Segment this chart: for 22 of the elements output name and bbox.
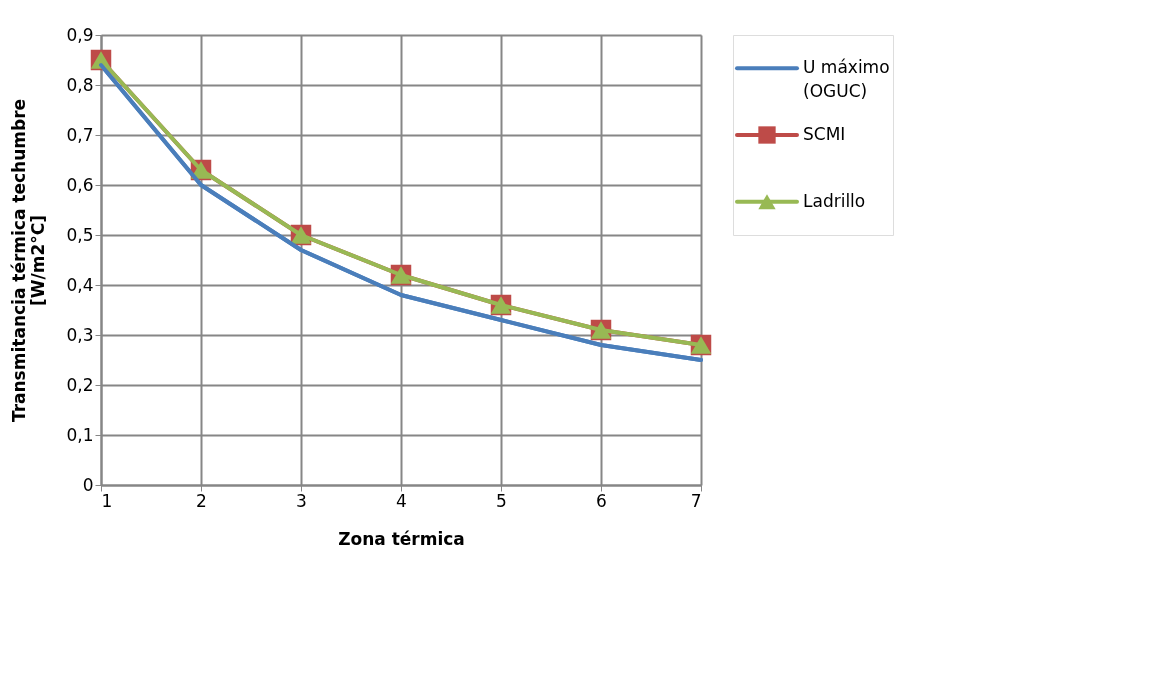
y-tick-label: 0,1 <box>66 424 94 445</box>
x-tick-label: 5 <box>496 490 507 511</box>
y-tick-label: 0,3 <box>66 324 94 345</box>
y-tick-label: 0,9 <box>66 24 94 45</box>
x-tick-label: 2 <box>196 490 207 511</box>
y-axis-title: Transmitancia térmica techumbre [W/m2°C] <box>9 98 49 423</box>
y-tick-label: 0,5 <box>66 224 94 245</box>
x-tick-label: 1 <box>101 490 113 511</box>
y-tick-label: 0,8 <box>66 74 94 95</box>
x-axis-title: Zona térmica <box>338 528 465 549</box>
legend-label: Ladrillo <box>803 190 866 211</box>
legend-label: U máximo (OGUC) <box>803 57 890 102</box>
legend-label: SCMI <box>803 124 846 144</box>
y-tick-label: 0,7 <box>66 124 94 145</box>
y-tick-label: 0,4 <box>66 274 94 295</box>
x-tick-label: 4 <box>396 490 407 511</box>
y-tick-label: 0,2 <box>66 374 94 395</box>
y-tick-label: 0,6 <box>66 174 94 195</box>
y-tick-label: 0 <box>82 474 94 495</box>
x-tick-label: 3 <box>296 490 307 511</box>
x-tick-label: 7 <box>690 490 702 511</box>
x-tick-label: 6 <box>596 490 607 511</box>
